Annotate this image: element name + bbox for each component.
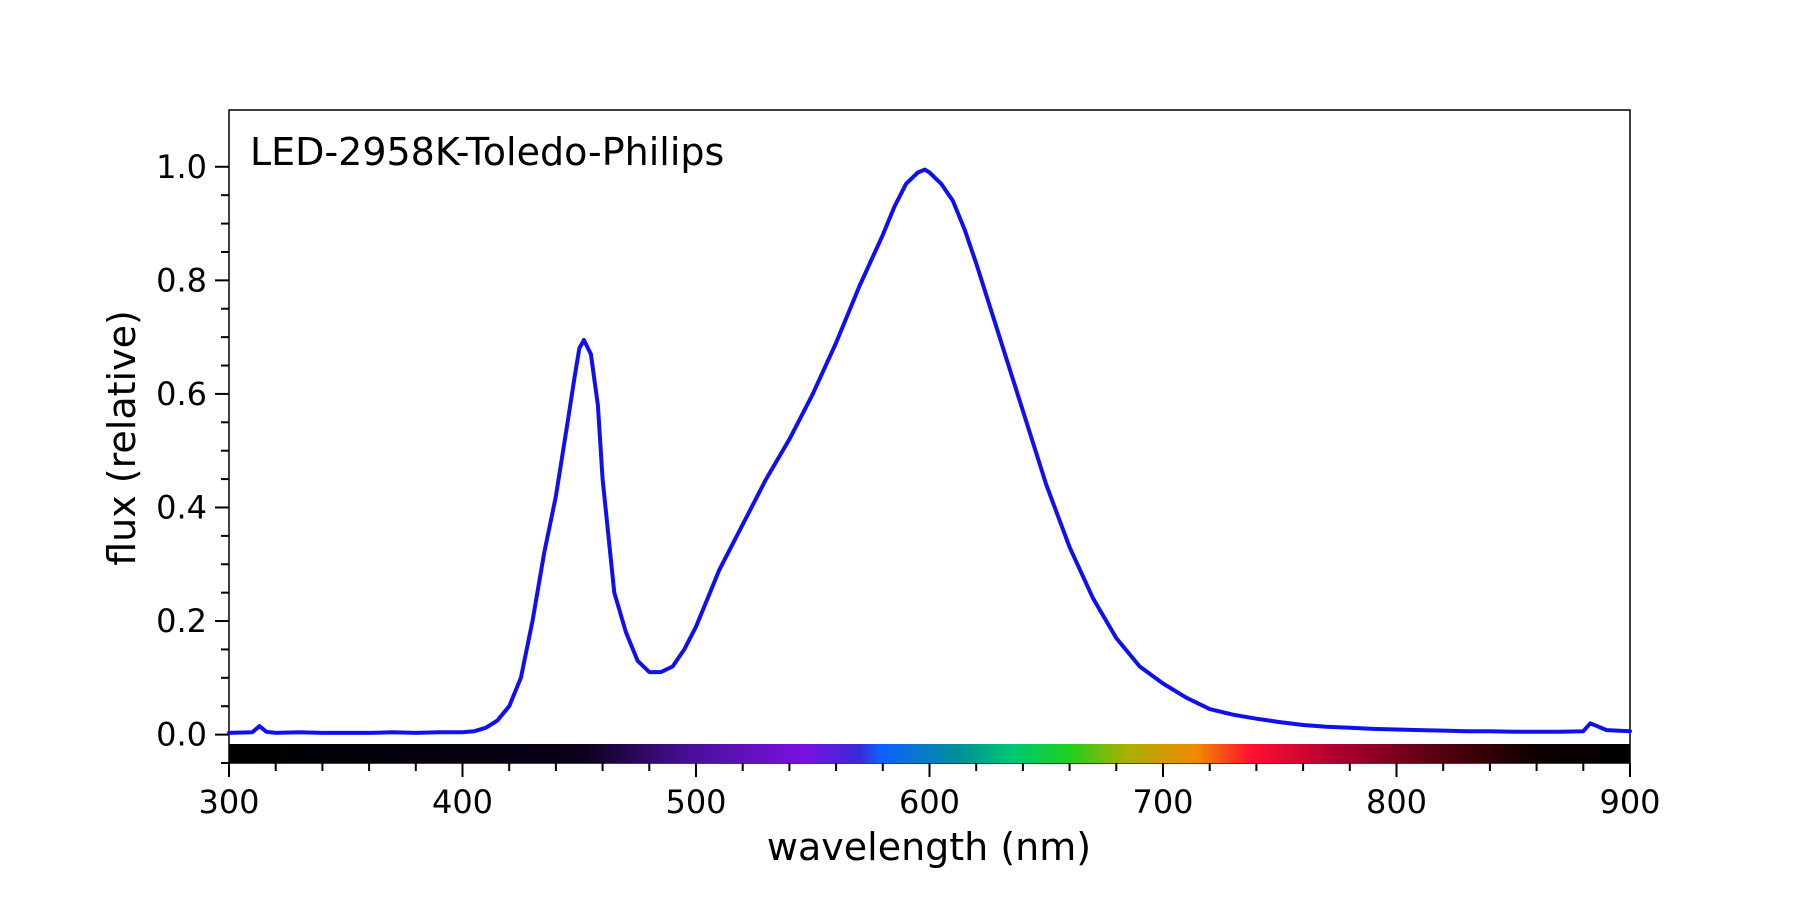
x-axis-title: wavelength (nm): [767, 825, 1091, 869]
y-axis-ticks: 0.0 0.2 0.4 0.6 0.8 1.0: [156, 148, 229, 764]
y-tick-label: 0.6: [156, 375, 207, 413]
chart-title: LED-2958K-Toledo-Philips: [250, 130, 724, 174]
y-tick-label: 1.0: [156, 148, 207, 186]
x-tick-label: 700: [1132, 783, 1193, 821]
visible-spectrum-band: [229, 744, 1630, 763]
plot-frame: [228, 109, 1631, 764]
y-tick-label: 0.2: [156, 602, 207, 640]
x-tick-label: 400: [432, 783, 493, 821]
x-axis-ticks: 300 400 500 600 700 800 900: [198, 763, 1661, 821]
x-tick-label: 500: [665, 783, 726, 821]
x-tick-label: 300: [198, 783, 259, 821]
x-tick-label: 900: [1599, 783, 1660, 821]
x-tick-label: 600: [899, 783, 960, 821]
series-line-flux: [227, 167, 1632, 735]
x-tick-label: 800: [1366, 783, 1427, 821]
y-tick-label: 0.4: [156, 488, 207, 526]
y-tick-label: 0.8: [156, 261, 207, 299]
y-tick-label: 0.0: [156, 716, 207, 754]
y-axis-title: flux (relative): [100, 310, 144, 566]
